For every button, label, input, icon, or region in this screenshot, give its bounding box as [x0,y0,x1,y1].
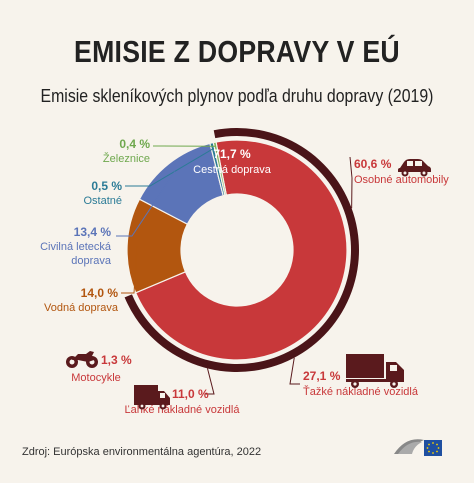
slice-label-road-pct: 71,7 % [213,147,251,161]
van-icon [134,385,170,410]
slice-label-aviation-2: doprava [71,255,112,267]
slice-label-other-pct: 0,5 % [91,179,122,193]
slice-label-aviation-pct: 13,4 % [74,225,112,239]
leader-hgv [289,357,300,385]
leader-water [121,245,138,294]
slice-label-rail: Železnice [103,152,150,165]
slice-label-water: Vodná doprava [44,302,119,314]
slice-label-aviation-1: Civilná letecká [40,241,112,253]
slice-label-road: Cestná doprava [193,164,272,176]
slice-road [134,139,348,361]
truck-icon [346,354,404,388]
page-title: EMISIE Z DOPRAVY V EÚ [74,34,400,69]
breakdown-label-hgv: Ťažké nákladné vozidlá [303,385,419,398]
breakdown-label-moto: Motocykle [71,372,121,384]
parliament-logo [394,439,442,456]
leader-other [125,148,214,187]
page-subtitle: Emisie skleníkových plynov podľa druhu d… [40,86,434,106]
leader-aviation [116,171,176,237]
leader-lcv [205,368,215,395]
slice-label-other: Ostatné [83,195,122,207]
breakdown-label-lcv: Ľahké nákladné vozidlá [125,404,241,416]
slice-label-rail-pct: 0,4 % [119,137,150,151]
breakdown-label-hgv-pct: 27,1 % [303,369,341,383]
car-icon [398,159,431,177]
source-note: Zdroj: Európska environmentálna agentúra… [22,446,262,458]
slice-label-water-pct: 14,0 % [81,286,119,300]
leader-cars [349,156,353,209]
breakdown-label-cars-pct: 60,6 % [354,157,392,171]
motorcycle-icon [66,351,98,368]
breakdown-label-moto-pct: 1,3 % [101,353,132,367]
slice-rail [212,141,228,197]
breakdown-label-cars: Osobné automobily [354,174,449,186]
breakdown-label-lcv-pct: 11,0 % [172,387,209,401]
